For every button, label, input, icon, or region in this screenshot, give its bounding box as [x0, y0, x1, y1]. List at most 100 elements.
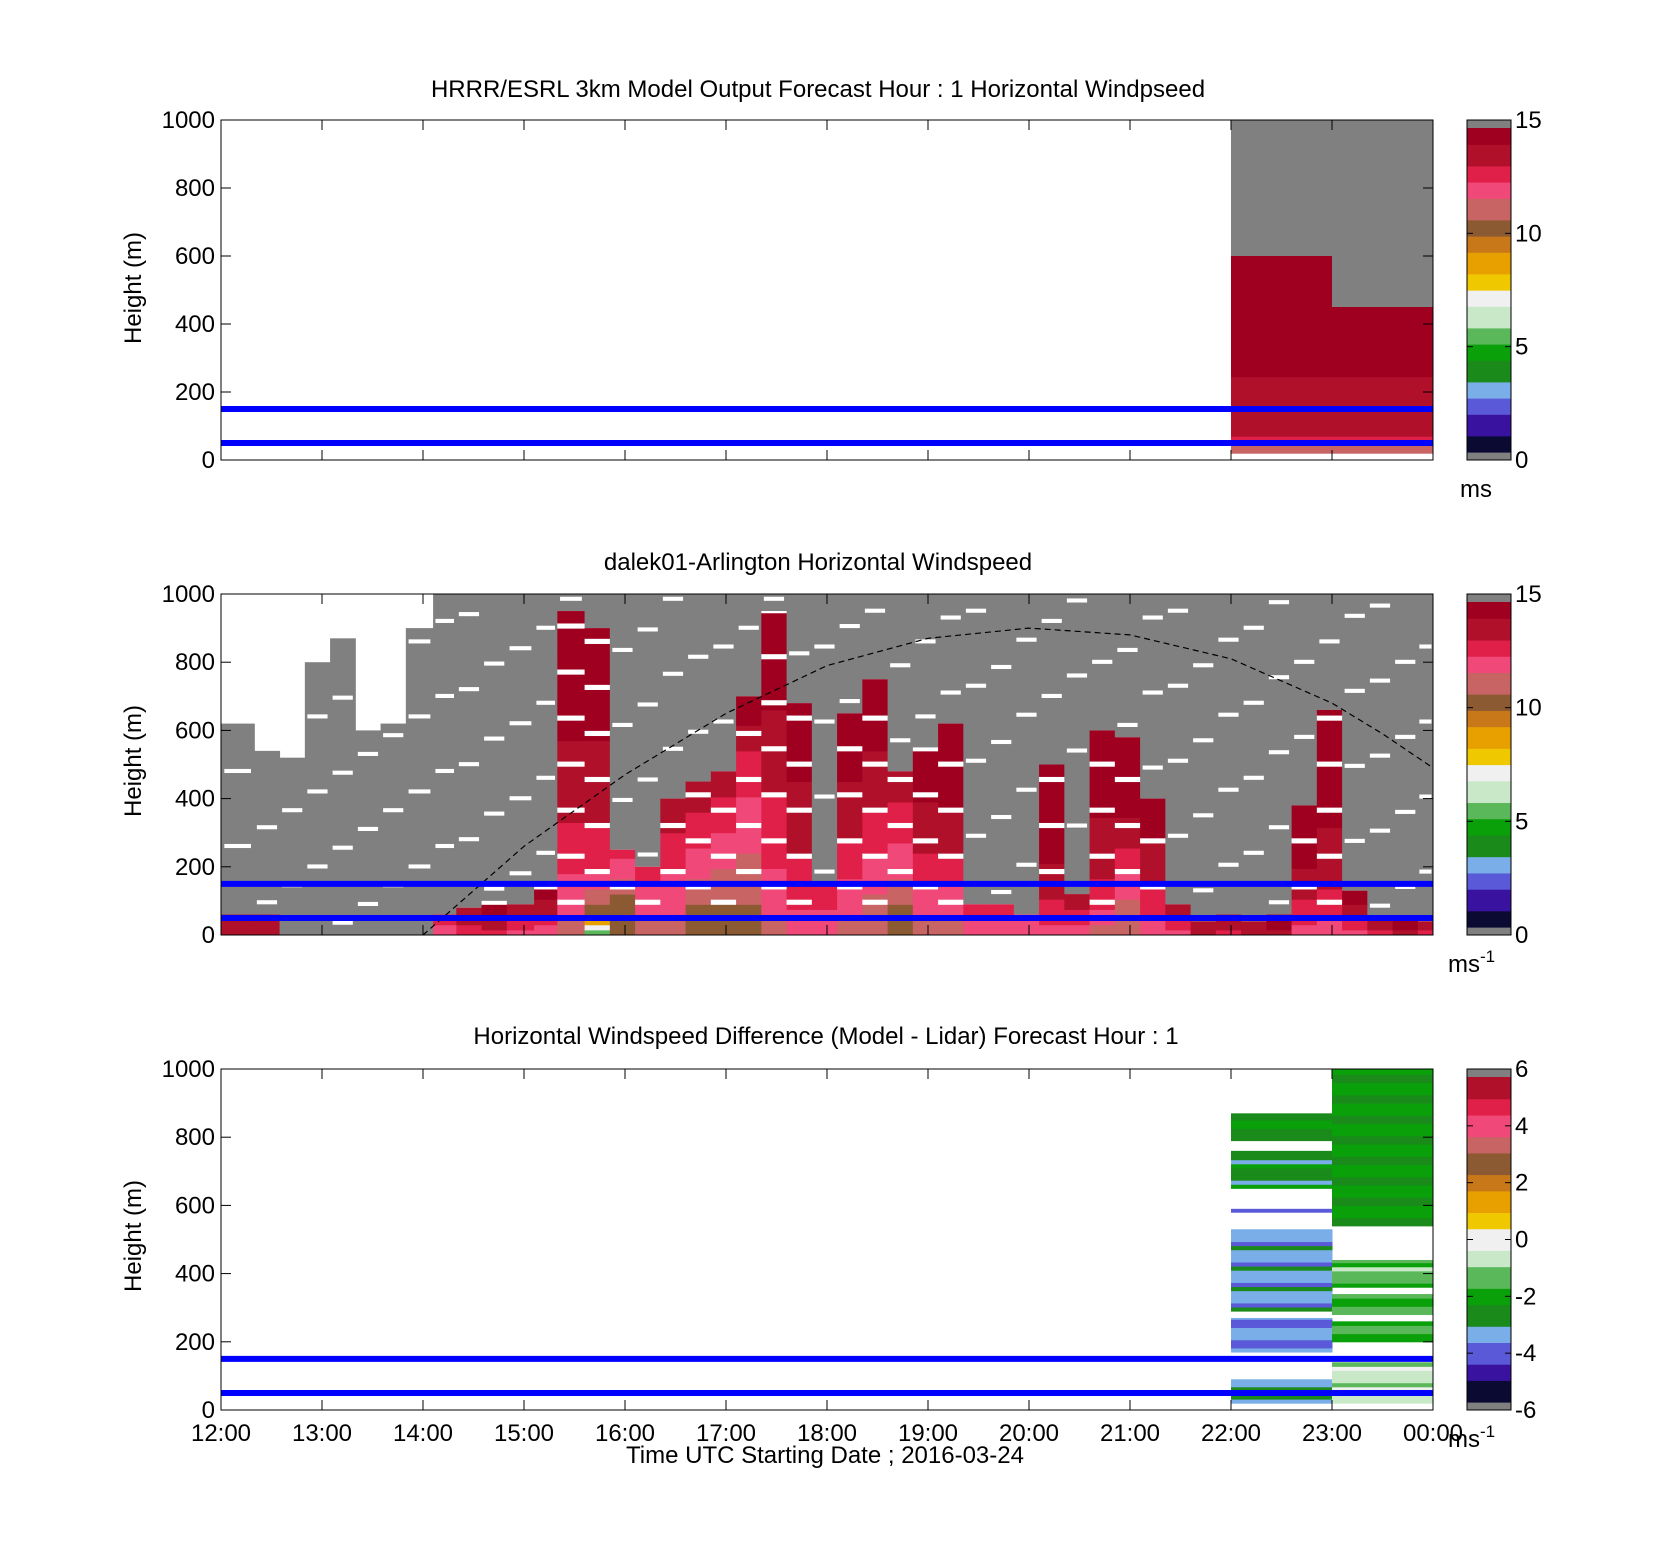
heatmap-cell [938, 842, 964, 849]
x-tick-label: 12:00 [191, 1420, 251, 1447]
heatmap-cell [1231, 1290, 1333, 1296]
heatmap-cell [736, 791, 762, 798]
heatmap-cell [1231, 419, 1333, 429]
heatmap-cell [456, 924, 483, 931]
heatmap-cell [938, 812, 964, 818]
heatmap-cell [837, 771, 863, 777]
heatmap-cell [1332, 444, 1433, 454]
heatmap-cell [1231, 266, 1333, 276]
heatmap-cell [584, 888, 611, 895]
heatmap-cell [557, 771, 586, 777]
heatmap-cell [1332, 1189, 1433, 1194]
heatmap-cell [1332, 1306, 1433, 1311]
heatmap-cell [609, 899, 636, 905]
heatmap-cell [912, 873, 939, 880]
heatmap-cell [584, 786, 611, 793]
heatmap-cell [1332, 1279, 1433, 1284]
colorbar-swatch [1467, 1212, 1511, 1219]
colorbar-swatch [1467, 408, 1511, 415]
y-tick-label: 0 [202, 1397, 215, 1424]
colorbar-swatch [1467, 1077, 1511, 1084]
heatmap-cell [1064, 929, 1091, 935]
colorbar-swatch [1467, 899, 1511, 906]
colorbar-swatch [1467, 387, 1511, 394]
colorbar-swatch [1467, 365, 1511, 372]
heatmap-cell [584, 658, 611, 665]
heatmap-cell [862, 720, 889, 726]
heatmap-cell [736, 715, 762, 721]
gap-cell [637, 777, 658, 782]
heatmap-cell [1316, 755, 1343, 762]
heatmap-cell [584, 837, 611, 844]
colorbar-swatch [1467, 791, 1511, 798]
heatmap-cell [1039, 837, 1065, 844]
heatmap-cell [685, 894, 712, 900]
heatmap-cell [811, 929, 838, 935]
heatmap-cell [736, 786, 762, 793]
colorbar-swatch [1467, 840, 1511, 847]
gap-cell [332, 695, 353, 700]
colorbar-swatch [1467, 354, 1511, 361]
heatmap-cell [912, 761, 939, 767]
heatmap-cell [584, 704, 611, 711]
data-field [1231, 120, 1433, 454]
colorbar-swatch [1467, 381, 1511, 388]
heatmap-cell [736, 802, 762, 808]
heatmap-cell [534, 894, 558, 900]
heatmap-cell [887, 771, 914, 777]
heatmap-cell [660, 868, 687, 875]
colorbar-swatch [1467, 672, 1511, 679]
heatmap-cell [710, 832, 737, 839]
heatmap-cell [1231, 1394, 1333, 1400]
heatmap-cell [786, 858, 813, 864]
heatmap-cell [1039, 868, 1065, 875]
gap-cell [965, 608, 987, 613]
heatmap-cell [786, 704, 813, 711]
heatmap-cell [456, 909, 483, 916]
x-axis-label: Time UTC Starting Date ; 2016-03-24 [626, 1442, 1024, 1469]
heatmap-cell [685, 868, 712, 875]
heatmap-cell [1089, 853, 1116, 859]
gap-cell [965, 833, 987, 838]
missing-block [761, 594, 788, 612]
gap-cell [256, 825, 278, 830]
gap-cell [890, 663, 911, 668]
heatmap-cell [837, 837, 863, 844]
missing-block [988, 594, 1015, 905]
gap-cell [1167, 833, 1189, 838]
heatmap-cell [685, 837, 712, 844]
heatmap-cell [1332, 1115, 1433, 1120]
gap-cell [637, 702, 658, 707]
colorbar-swatch [1467, 1169, 1511, 1176]
heatmap-cell [1316, 909, 1343, 916]
heatmap-cell [710, 899, 737, 905]
heatmap-cell [1089, 899, 1116, 905]
heatmap-cell [481, 924, 508, 931]
heatmap-cell [1332, 1378, 1433, 1384]
heatmap-cell [1039, 817, 1065, 823]
gap-cell [789, 651, 810, 656]
gap-cell [1395, 884, 1416, 889]
missing-block [912, 594, 939, 748]
colorbar-unit: ms-1 [1448, 1422, 1495, 1453]
gap-cell [332, 920, 353, 925]
missing-block [736, 594, 762, 697]
heatmap-cell [1332, 1209, 1433, 1215]
heatmap-cell [1332, 1362, 1433, 1367]
colorbar-swatch [1467, 290, 1511, 296]
heatmap-cell [1291, 848, 1318, 854]
heatmap-cell [481, 904, 508, 910]
heatmap-cell [736, 842, 762, 849]
heatmap-cell [963, 919, 990, 926]
heatmap-cell [786, 730, 813, 737]
gap-cell [991, 889, 1012, 895]
heatmap-cell [1013, 919, 1040, 926]
y-tick-label: 1000 [162, 107, 215, 134]
gap-cell [435, 618, 455, 623]
heatmap-cell [761, 694, 788, 701]
heatmap-cell [786, 873, 813, 880]
heatmap-cell [1332, 1294, 1433, 1299]
heatmap-cell [557, 786, 586, 793]
heatmap-cell [609, 849, 636, 854]
heatmap-cell [635, 919, 661, 926]
